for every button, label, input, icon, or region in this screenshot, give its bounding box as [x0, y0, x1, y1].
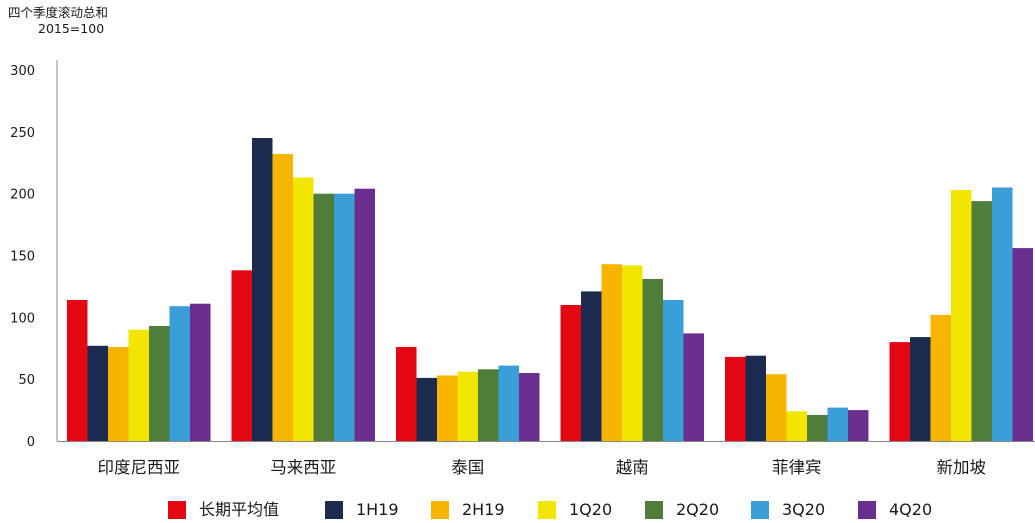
bar	[293, 177, 314, 441]
bar	[622, 265, 643, 441]
bar	[437, 375, 458, 441]
bar	[87, 345, 108, 441]
bar	[766, 374, 787, 441]
bar	[683, 333, 704, 441]
legend-label: 1H19	[356, 500, 399, 519]
bar	[149, 326, 170, 441]
bar	[930, 314, 951, 441]
bar	[992, 187, 1013, 441]
legend-item: 1H19	[325, 497, 399, 523]
bar	[169, 306, 190, 441]
legend-swatch	[858, 501, 876, 519]
y-tick-label: 250	[10, 126, 35, 141]
legend-label: 1Q20	[569, 500, 613, 519]
y-tick-label: 50	[18, 373, 35, 388]
bar	[642, 279, 663, 441]
bar	[108, 347, 129, 441]
bar	[416, 377, 437, 441]
y-tick-label: 150	[10, 250, 35, 265]
legend-swatch	[538, 501, 556, 519]
bar	[581, 291, 602, 441]
bar	[827, 407, 848, 441]
y-axis-title-line-1: 四个季度滚动总和	[8, 5, 109, 20]
legend-label: 2H19	[462, 500, 505, 519]
bar	[848, 410, 869, 441]
bar	[663, 300, 684, 441]
y-tick-label: 100	[10, 311, 35, 326]
bar	[786, 411, 807, 441]
x-category-label: 印度尼西亚	[98, 458, 181, 477]
legend-item: 2H19	[431, 497, 505, 523]
legend-label: 3Q20	[782, 500, 826, 519]
bar	[334, 193, 355, 441]
bar	[519, 373, 540, 441]
legend-label: 长期平均值	[199, 500, 280, 519]
legend-item: 4Q20	[858, 497, 932, 523]
bar	[190, 303, 211, 441]
bar	[725, 356, 746, 441]
bar	[971, 201, 992, 441]
legend-label: 4Q20	[889, 500, 933, 519]
bar	[313, 193, 334, 441]
bar	[67, 300, 88, 441]
x-category-label: 菲律宾	[772, 458, 822, 477]
legend-swatch	[325, 501, 343, 519]
y-tick-label: 0	[27, 435, 35, 450]
bar	[601, 264, 622, 441]
x-category-label: 泰国	[451, 458, 484, 477]
bar	[231, 270, 252, 441]
bar	[128, 329, 149, 441]
legend-item: 长期平均值	[168, 497, 279, 523]
legend-swatch	[431, 501, 449, 519]
legend-item: 1Q20	[538, 497, 612, 523]
bar	[951, 190, 972, 441]
bar	[272, 154, 293, 441]
bar	[457, 371, 478, 441]
bar	[560, 305, 581, 441]
bar	[1012, 248, 1033, 441]
legend-swatch	[645, 501, 663, 519]
bar	[807, 415, 828, 441]
bar-chart: 0 50 100 150 200 250 300 印度尼西亚 马来西亚 泰国 越南 菲律宾 新加坡	[10, 60, 1035, 477]
bar	[478, 369, 499, 441]
bar	[396, 347, 417, 441]
legend-item: 2Q20	[645, 497, 719, 523]
bar	[910, 337, 931, 441]
legend-swatch	[168, 501, 186, 519]
x-category-label: 马来西亚	[270, 458, 336, 477]
y-tick-label: 200	[10, 188, 35, 203]
x-category-label: 新加坡	[937, 458, 987, 477]
bar	[354, 188, 375, 441]
legend-label: 2Q20	[676, 500, 720, 519]
bar	[745, 355, 766, 441]
bar	[498, 365, 519, 441]
y-tick-label: 300	[10, 64, 35, 79]
x-category-label: 越南	[616, 458, 649, 477]
legend-item: 3Q20	[751, 497, 825, 523]
legend: 长期平均值 1H19 2H19 1Q20 2Q20 3Q20 4Q20	[0, 497, 1035, 523]
legend-swatch	[751, 501, 769, 519]
bar	[252, 138, 273, 441]
y-axis-title-line-2: 2015=100	[38, 21, 105, 36]
bar	[889, 342, 910, 441]
